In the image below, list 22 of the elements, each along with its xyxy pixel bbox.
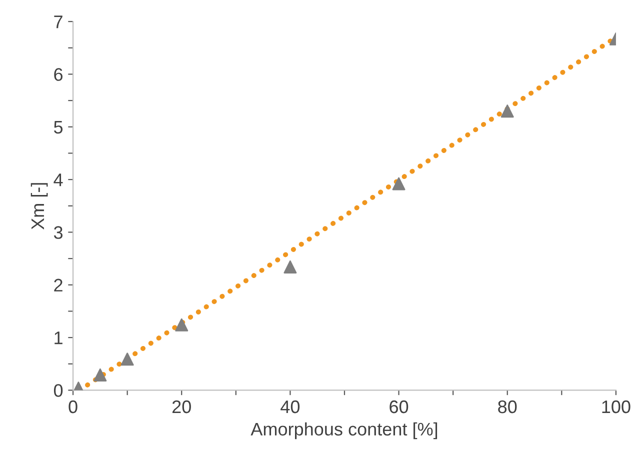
x-tick-label: 20 <box>172 400 191 414</box>
y-tick-label: 6 <box>54 68 63 81</box>
y-tick-label: 0 <box>54 384 63 397</box>
point <box>284 260 297 274</box>
x-axis-title: Amorphous content [%] <box>250 422 438 440</box>
point <box>120 352 134 366</box>
point <box>500 104 514 118</box>
y-axis-title: Xm [-] <box>30 183 48 230</box>
x-tick-label: 0 <box>68 400 78 414</box>
y-tick-label: 2 <box>54 278 62 292</box>
point <box>94 368 107 382</box>
x-tick-label: 80 <box>498 400 517 414</box>
x-tick-label: 60 <box>390 400 408 414</box>
x-tick-label: 40 <box>280 400 300 414</box>
point <box>175 318 188 332</box>
y-tick-label: 5 <box>54 120 63 134</box>
y-tick-label: 7 <box>54 16 62 28</box>
y-tick-label: 1 <box>54 332 62 344</box>
y-tick-label: 4 <box>54 174 63 186</box>
x-tick-label: 100 <box>602 400 630 414</box>
point <box>392 177 406 190</box>
y-tick-label: 3 <box>54 226 63 239</box>
